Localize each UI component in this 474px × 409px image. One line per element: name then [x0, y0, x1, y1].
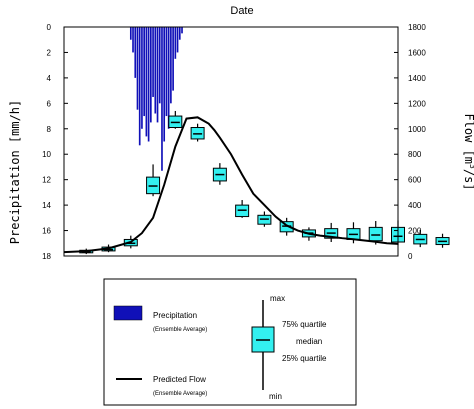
plot-layer — [63, 27, 450, 255]
precip-bar — [158, 27, 161, 104]
right-axis-tick-label: 1400 — [408, 74, 426, 83]
legend-box-q3: 75% quartile — [282, 320, 327, 329]
precip-bar — [172, 27, 174, 91]
left-axis-tick-label: 16 — [42, 227, 51, 236]
left-axis-tick-label: 8 — [47, 125, 52, 134]
precip-bar — [161, 27, 163, 171]
left-axis-tick-label: 6 — [47, 99, 52, 108]
precip-bar — [174, 27, 177, 59]
precip-bar — [141, 27, 143, 129]
precip-bar — [156, 27, 159, 123]
legend-box-q1: 25% quartile — [282, 354, 327, 363]
right-axis-tick-label: 600 — [408, 176, 422, 185]
precip-bar — [138, 27, 141, 146]
precip-bar — [163, 27, 166, 142]
right-axis-label-main: Flow [m — [462, 113, 474, 164]
legend-precipitation-sub: (Ensemble Average) — [153, 327, 207, 333]
right-axis-tick-label: 800 — [408, 150, 422, 159]
right-axis-tick-label: 1800 — [408, 23, 426, 32]
precip-bar — [170, 27, 172, 104]
precip-bar — [181, 27, 183, 34]
plot-frame — [63, 26, 399, 257]
left-axis-tick-label: 18 — [42, 252, 51, 261]
precip-bar — [167, 27, 170, 129]
precip-bar — [176, 27, 179, 53]
legend-precipitation-label: Precipitation — [153, 311, 197, 320]
left-axis-tick-label: 2 — [47, 48, 52, 57]
legend-frame — [103, 278, 357, 406]
precip-bar — [129, 27, 132, 40]
right-axis-tick-label: 1000 — [408, 125, 426, 134]
precip-bar — [143, 27, 145, 117]
right-axis-tick-label: 0 — [408, 252, 413, 261]
predicted-flow-line — [63, 116, 399, 254]
legend-box-max: max — [270, 294, 285, 303]
left-axis-tick-label: 12 — [42, 176, 51, 185]
precip-bar — [154, 27, 157, 114]
legend-box-min: min — [269, 392, 282, 401]
legend-precipitation-swatch — [113, 305, 143, 321]
legend-flow-sub: (Ensemble Average) — [153, 391, 207, 397]
left-axis-tick-label: 14 — [42, 201, 51, 210]
precip-bar — [147, 27, 150, 142]
axes-layer: 0 2 4 6 8 10 12 14 16 18 0 200 400 600 800 1000 1200 1400… — [42, 23, 426, 261]
box-body — [368, 226, 383, 242]
precip-bar — [136, 27, 139, 110]
precip-bar — [178, 27, 181, 40]
legend-flow-label: Predicted Flow — [153, 375, 206, 384]
right-axis-label: Flow [m3/s] — [462, 113, 474, 190]
left-axis-tick-label: 4 — [47, 74, 52, 83]
legend-box-median-label: median — [296, 337, 322, 346]
right-axis-tick-label: 1600 — [408, 48, 426, 57]
precip-bar — [150, 27, 152, 123]
chart-title: Date — [230, 5, 253, 17]
right-axis-tick-label: 400 — [408, 201, 422, 210]
precip-bar — [152, 27, 154, 97]
legend: Precipitation (Ensemble Average) Predict… — [103, 278, 357, 406]
left-axis-label: Precipitation [mm/h] — [8, 100, 22, 245]
precip-bar — [134, 27, 137, 78]
right-axis-tick-label: 1200 — [408, 99, 426, 108]
left-axis-tick-label: 0 — [47, 23, 52, 32]
precip-bar — [145, 27, 148, 137]
right-axis-label-sup: 3 — [468, 164, 474, 169]
left-axis-tick-label: 10 — [42, 150, 51, 159]
right-axis-label-end: /s] — [462, 169, 474, 191]
precip-bar — [165, 27, 168, 117]
precip-bar — [132, 27, 134, 53]
right-axis-tick-label: 200 — [408, 227, 422, 236]
